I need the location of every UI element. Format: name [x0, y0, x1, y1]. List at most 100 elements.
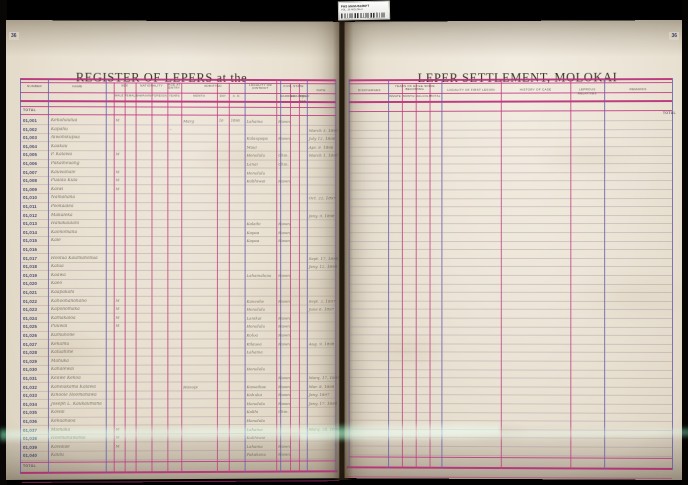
cell-number: 01,002 — [22, 126, 38, 132]
table-row[interactable]: 01,011 Pookaalea — [6, 20, 339, 209]
cell-number: 01,040 — [22, 453, 38, 459]
table-row[interactable]: 01,008 Pualau Kula M Kalihiwai Hawn. — [6, 20, 339, 183]
table-row[interactable]: 01,023 Kapoliomaka M Honolulu June 6, 1897 — [6, 20, 339, 312]
table-row[interactable]: 01,017 Hoolua Kaumuhonua Sept. 17, 1898 — [6, 20, 339, 261]
table-row[interactable]: 01,006 Pakaiheuang Lanai Chin. — [6, 20, 339, 167]
table-row[interactable]: 01,030 Kahalewai Honolulu — [6, 20, 339, 373]
table-row[interactable]: 01,036 Kekuanaoa Honolulu — [6, 20, 339, 424]
header-admitted-year: A. D. — [232, 93, 241, 98]
cell-name: Kaakau — [50, 143, 68, 149]
table-row[interactable]: 01,034 Joseph L. Kaukaumana Honolulu Jany. … — [6, 20, 339, 407]
row-rule — [348, 308, 673, 311]
table-row[interactable]: 01,004 Kaakau Maui Apr. 9, 1896 — [6, 20, 339, 150]
table-row[interactable]: 01,010 Namahana Oct. 22, 1897 — [6, 20, 339, 200]
table-row[interactable]: 01,007 Kauwahale M Honolulu — [6, 20, 339, 175]
cell-name: Kapoliomaka — [50, 307, 80, 313]
cell-date: Oct. 22, 1897 — [308, 195, 336, 201]
row-rule — [19, 193, 336, 195]
table-row[interactable]: 01,019 Kaawa Lahainaluna Hawn. — [6, 20, 339, 278]
cell-number: 01,033 — [22, 393, 38, 399]
table-row[interactable]: 01,009 Kaiwi M — [6, 20, 339, 192]
total-label-right: TOTAL — [662, 111, 677, 116]
rule-header-bottom-r — [348, 100, 673, 104]
cell-name: Namahana — [50, 195, 76, 201]
cell-name: Pualau Kula — [50, 178, 78, 184]
row-rule — [19, 236, 336, 238]
cell-name: Hoomanawanui — [50, 435, 86, 441]
table-row[interactable]: 01,021 Kaapakahi — [6, 20, 339, 295]
table-row[interactable]: 01,005 P. Kalawa M Honolulu March 1, 1897 Chi… — [6, 20, 339, 158]
table-row[interactable]: 01,020 Kaeo — [6, 20, 339, 286]
table-row[interactable]: 01,001 Kekuhaulua M Marg 16 1896 Lahaina Hawn. — [6, 20, 339, 124]
table-row[interactable]: 01,039 Kawaiae M Lahaina Hawn. — [6, 20, 339, 450]
table-row[interactable]: 01,027 Kekumu Kilauea Aug. 9, 1898 Hawn. — [6, 20, 339, 347]
cell-date: Marq. 17, 1897 — [308, 375, 340, 381]
cell-sex: M — [115, 178, 120, 183]
cell-locality: Honolulu — [246, 170, 265, 176]
row-rule — [19, 253, 336, 255]
cell-date: March 3, 1897 — [308, 127, 339, 133]
table-row[interactable]: 01,037 Mionaka M Lahaina Marq. 24, 1898 — [6, 20, 340, 432]
cell-name: Kaneiakama Kalawa — [50, 384, 96, 390]
cell-name: Kaonomana — [50, 229, 78, 235]
table-row[interactable]: 01,026 Kumuhone Koloa Hawn. — [6, 20, 339, 338]
table-row[interactable]: 01,014 Kaonomana Kapaa Hawn. — [6, 20, 339, 235]
cell-number: 01,032 — [22, 384, 38, 390]
cell-sex: M — [115, 118, 120, 123]
table-row[interactable]: 01,033 Kinoole Hoomanawa Kahului Jany. 1897… — [6, 20, 339, 398]
cell-number: 01,019 — [22, 272, 38, 278]
cell-number: 01,028 — [22, 350, 38, 356]
header-age-years: YEARS — [168, 93, 180, 98]
row-rule — [348, 163, 673, 165]
cell-number: 01,013 — [22, 221, 38, 227]
table-row[interactable]: 01,018 Kalua Jany. 12, 1898 — [6, 20, 339, 269]
table-row[interactable]: 01,038 Hoomanawanui M Kalihiwai — [6, 20, 339, 441]
cell-month: Hanopi — [183, 383, 198, 390]
ledger-rows-right — [345, 20, 682, 457]
ledger-page-right: 36 LEPER SETTLEMENT, MOLOKAI DISCHARGES — [344, 20, 682, 480]
header-civil-single: UNMARRIED — [290, 94, 309, 98]
cell-race: Hawn. — [278, 332, 292, 338]
row-rule — [348, 325, 673, 328]
cell-number: 01,020 — [22, 281, 38, 287]
table-row[interactable]: 01,028 Kaluahine Lahaina — [6, 20, 339, 356]
cell-race: Hawn. — [278, 443, 292, 449]
row-rule — [348, 249, 673, 251]
row-rule — [348, 360, 673, 362]
header-remarks: REMARKS — [629, 87, 647, 92]
cell-name: P. Kalawa — [50, 152, 73, 158]
cell-race: Hawn. — [278, 400, 292, 406]
table-row[interactable]: 01,013 Hanakaulani Kalaihi Hawn. — [6, 20, 339, 226]
cell-sex: M — [115, 307, 120, 312]
table-row[interactable]: 01,016 — [6, 20, 339, 252]
table-row[interactable]: 01,024 Kamakaloa M Lanikai Hawn. — [6, 20, 339, 320]
row-rule — [348, 351, 673, 354]
header-years-b: MONTH — [402, 93, 415, 98]
cell-locality: Kapaa — [246, 229, 260, 235]
cell-race: Hawn. — [278, 383, 292, 389]
row-rule — [348, 223, 673, 225]
table-row[interactable]: 01,002 Kapahu -- March 3, 1897 — [6, 20, 339, 133]
table-row[interactable]: 01,015 Kale Kapaa Hawn. — [6, 20, 339, 243]
table-row[interactable]: 01,022 Kahoohanohano M Kaneohe Sept. 2, 1897… — [6, 20, 339, 303]
row-rule — [19, 312, 336, 315]
table-row[interactable]: 01,025 Puuwai M Honolulu Hawn. — [6, 20, 339, 329]
table-row[interactable]: 01,003 Aiwohikupua Kalaupapa July 12, 1896 H… — [6, 20, 339, 141]
table-row[interactable]: 01,031 Keawe Kekoa Marq. 17, 1897 Hawn. — [6, 20, 340, 381]
table-row[interactable]: 01,029 Mahuka — [6, 20, 339, 364]
photo-border-right — [682, 0, 688, 485]
cell-name: Pookaalea — [50, 204, 74, 210]
row-rule — [19, 415, 336, 418]
cell-race: Chin. — [278, 161, 289, 167]
cell-year: 1896 — [230, 118, 240, 123]
rule-body-end-r — [348, 456, 673, 459]
cell-sex: M — [115, 169, 120, 174]
open-ledger-book: 36 REGISTER OF LEPERS at the — [6, 20, 682, 483]
cell-race: Hawn. — [278, 272, 292, 278]
table-row[interactable]: 01,012 Makaleka Jany. 9, 1898 — [6, 20, 339, 218]
table-row[interactable]: 01,040 Kaulu Pakakana Hawn. — [6, 20, 339, 458]
table-row[interactable]: 01,032 Kaneiakama Kalawa Hanopi Kawaihae Mar… — [6, 20, 339, 390]
table-row[interactable]: 01,035 Kawai Kalihi Chin. — [6, 20, 339, 415]
header-number: NUMBER — [27, 84, 42, 89]
cell-race: Hawn. — [278, 221, 292, 227]
